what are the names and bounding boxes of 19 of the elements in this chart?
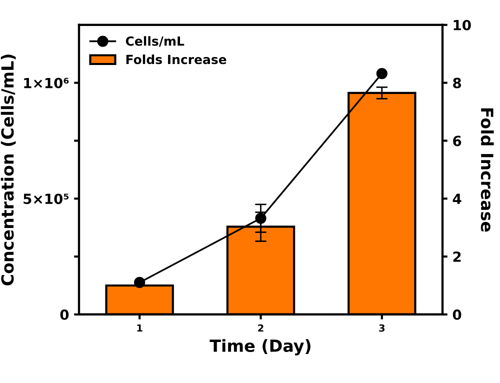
x-tick-label: 1 xyxy=(137,324,142,332)
y-tick-label: 0 xyxy=(60,309,69,320)
y2-axis-title: Fold Increase xyxy=(480,108,494,232)
y2-tick-label: 6 xyxy=(453,136,462,146)
point xyxy=(134,276,146,288)
x-tick-label: 2 xyxy=(258,324,264,332)
y-tick-label: 1×10⁶ xyxy=(24,78,69,88)
y-tick-label: 5×10⁵ xyxy=(24,194,69,204)
x-axis-title: Time (Day) xyxy=(210,339,310,356)
y2-tick-label: 8 xyxy=(453,78,462,88)
y2-tick-label: 2 xyxy=(453,252,461,262)
y-axis-title: Concentration (Cells/mL) xyxy=(0,54,16,286)
point xyxy=(376,68,388,80)
legend-label: Cells/mL xyxy=(126,36,184,47)
y2-tick-label: 4 xyxy=(452,194,462,204)
x-tick-label: 3 xyxy=(379,324,385,332)
y2-tick-label: 0 xyxy=(452,309,462,320)
y2-tick-label: 10 xyxy=(454,20,471,30)
legend-label: Folds Increase xyxy=(126,54,226,64)
